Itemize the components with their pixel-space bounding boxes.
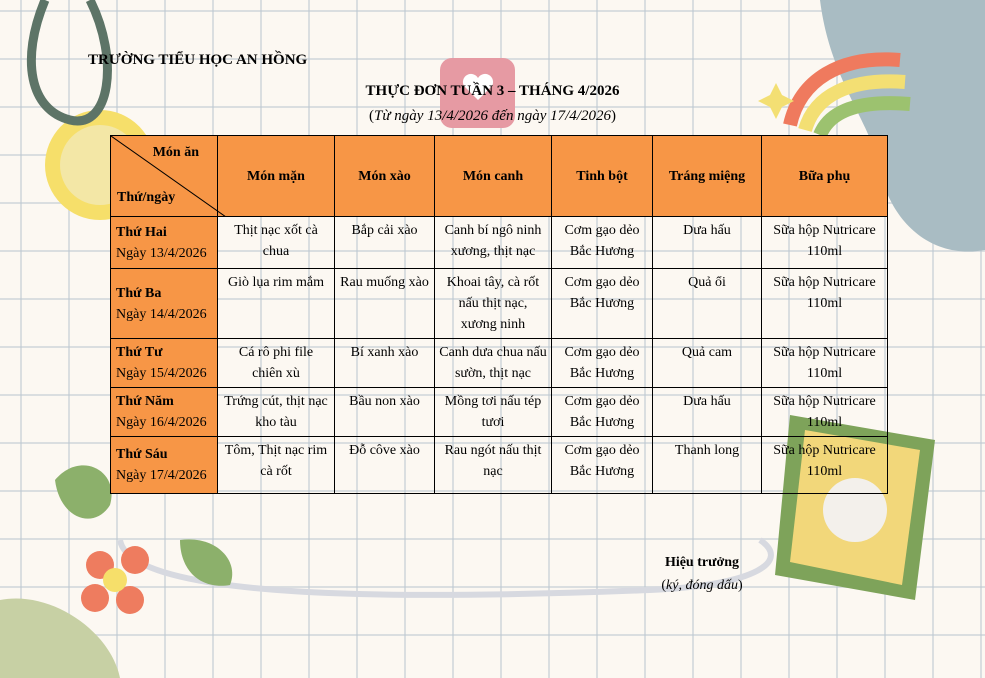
menu-cell: Sữa hộp Nutricare 110ml <box>761 387 888 437</box>
date-range-text: Từ ngày 13/4/2026 đến ngày 17/4/2026 <box>374 108 611 124</box>
menu-cell: Tôm, Thịt nạc rim cà rốt <box>217 436 335 494</box>
menu-cell: Rau muống xào <box>334 268 435 339</box>
corner-top-label: Món ăn <box>152 145 199 160</box>
day-name: Thứ Sáu <box>116 447 168 462</box>
menu-cell: Cơm gạo dẻo Bắc Hương <box>551 216 653 269</box>
day-cell: Thứ Ba Ngày 14/4/2026 <box>110 268 218 339</box>
header-cell: Tinh bột <box>551 135 653 217</box>
header-cell: Bữa phụ <box>761 135 888 217</box>
table-row: Thứ Tư Ngày 15/4/2026 Cá rô phi file chiên… <box>110 338 888 388</box>
day-date: Ngày 15/4/2026 <box>116 366 207 381</box>
menu-cell: Thịt nạc xốt cà chua <box>217 216 335 269</box>
menu-cell: Giò lụa rim mắm <box>217 268 335 339</box>
menu-cell: Cơm gạo dẻo Bắc Hương <box>551 436 653 494</box>
signature-title: Hiệu trưởng <box>664 555 740 570</box>
day-name: Thứ Hai <box>116 224 167 240</box>
signature-block: Hiệu trưởng (ký, đóng dấu) <box>640 551 764 597</box>
menu-cell: Rau ngót nấu thịt nạc <box>434 436 552 494</box>
header-cell: Món canh <box>434 135 552 217</box>
day-date: Ngày 17/4/2026 <box>116 468 207 483</box>
header-cell: Tráng miệng <box>652 135 762 217</box>
menu-cell: Canh dưa chua nấu sườn, thịt nạc <box>434 338 552 388</box>
header-cell: Món xào <box>334 135 435 217</box>
menu-cell: Khoai tây, cà rốt nấu thịt nạc, xương ni… <box>434 268 552 339</box>
day-name: Thứ Năm <box>116 394 174 409</box>
menu-cell: Canh bí ngô ninh xương, thịt nạc <box>434 216 552 269</box>
leaf-icon <box>55 465 112 519</box>
signature-note-text: ký, đóng dấu <box>666 578 738 593</box>
menu-cell: Sữa hộp Nutricare 110ml <box>761 436 888 494</box>
table-row: Thứ Sáu Ngày 17/4/2026 Tôm, Thịt nạc rim c… <box>110 436 888 494</box>
menu-table: Món ăn Thứ/ngày Món mặn Món xào Món canh… <box>110 135 888 494</box>
table-row: Thứ Năm Ngày 16/4/2026 Trứng cút, thịt nạc… <box>110 387 888 437</box>
corner-bottom-label: Thứ/ngày <box>117 190 176 205</box>
menu-cell: Cơm gạo dẻo Bắc Hương <box>551 338 653 388</box>
menu-cell: Cơm gạo dẻo Bắc Hương <box>551 387 653 437</box>
menu-cell: Sữa hộp Nutricare 110ml <box>761 216 888 269</box>
day-date: Ngày 14/4/2026 <box>116 306 207 322</box>
menu-cell: Thanh long <box>652 436 762 494</box>
paren-open: ( <box>369 108 375 124</box>
menu-cell: Sữa hộp Nutricare 110ml <box>761 338 888 388</box>
corner-header: Món ăn Thứ/ngày <box>110 135 226 217</box>
day-date: Ngày 16/4/2026 <box>116 415 207 430</box>
rainbow-icon <box>783 52 901 127</box>
menu-cell: Trứng cút, thịt nạc kho tàu <box>217 387 335 437</box>
menu-cell: Bí xanh xào <box>334 338 435 388</box>
flower-icon <box>81 546 149 614</box>
menu-cell: Bầu non xào <box>334 387 435 437</box>
day-date: Ngày 13/4/2026 <box>116 245 207 261</box>
menu-cell: Quả cam <box>652 338 762 388</box>
menu-cell: Quả ổi <box>652 268 762 339</box>
date-range: (Từ ngày 13/4/2026 đến ngày 17/4/2026) <box>300 108 685 125</box>
menu-cell: Dưa hấu <box>652 387 762 437</box>
paren-close: ) <box>610 108 616 124</box>
day-name: Thứ Tư <box>116 345 163 360</box>
menu-cell: Mồng tơi nấu tép tươi <box>434 387 552 437</box>
loop-line <box>26 0 112 126</box>
header-row: Món ăn Thứ/ngày Món mặn Món xào Món canh… <box>110 135 888 217</box>
menu-title: THỰC ĐƠN TUẦN 3 – THÁNG 4/2026 <box>365 83 620 99</box>
menu-cell: Sữa hộp Nutricare 110ml <box>761 268 888 339</box>
day-cell: Thứ Sáu Ngày 17/4/2026 <box>110 436 218 494</box>
table-row: Thứ Ba Ngày 14/4/2026 Giò lụa rim mắm Rau m… <box>110 268 888 339</box>
diagonal-line <box>111 136 226 217</box>
header-cell: Món mặn <box>217 135 335 217</box>
day-cell: Thứ Hai Ngày 13/4/2026 <box>110 216 218 269</box>
day-cell: Thứ Năm Ngày 16/4/2026 <box>110 387 218 437</box>
table-row: Thứ Hai Ngày 13/4/2026 Thịt nạc xốt cà chu… <box>110 216 888 269</box>
menu-cell: Cơm gạo dẻo Bắc Hương <box>551 268 653 339</box>
day-cell: Thứ Tư Ngày 15/4/2026 <box>110 338 218 388</box>
menu-cell: Cá rô phi file chiên xù <box>217 338 335 388</box>
signature-note: (ký, đóng dấu) <box>661 578 743 593</box>
menu-cell: Dưa hấu <box>652 216 762 269</box>
school-name: TRƯỜNG TIỂU HỌC AN HỒNG <box>88 52 308 68</box>
menu-cell: Bắp cải xào <box>334 216 435 269</box>
day-name: Thứ Ba <box>116 285 162 301</box>
menu-cell: Đỗ côve xào <box>334 436 435 494</box>
